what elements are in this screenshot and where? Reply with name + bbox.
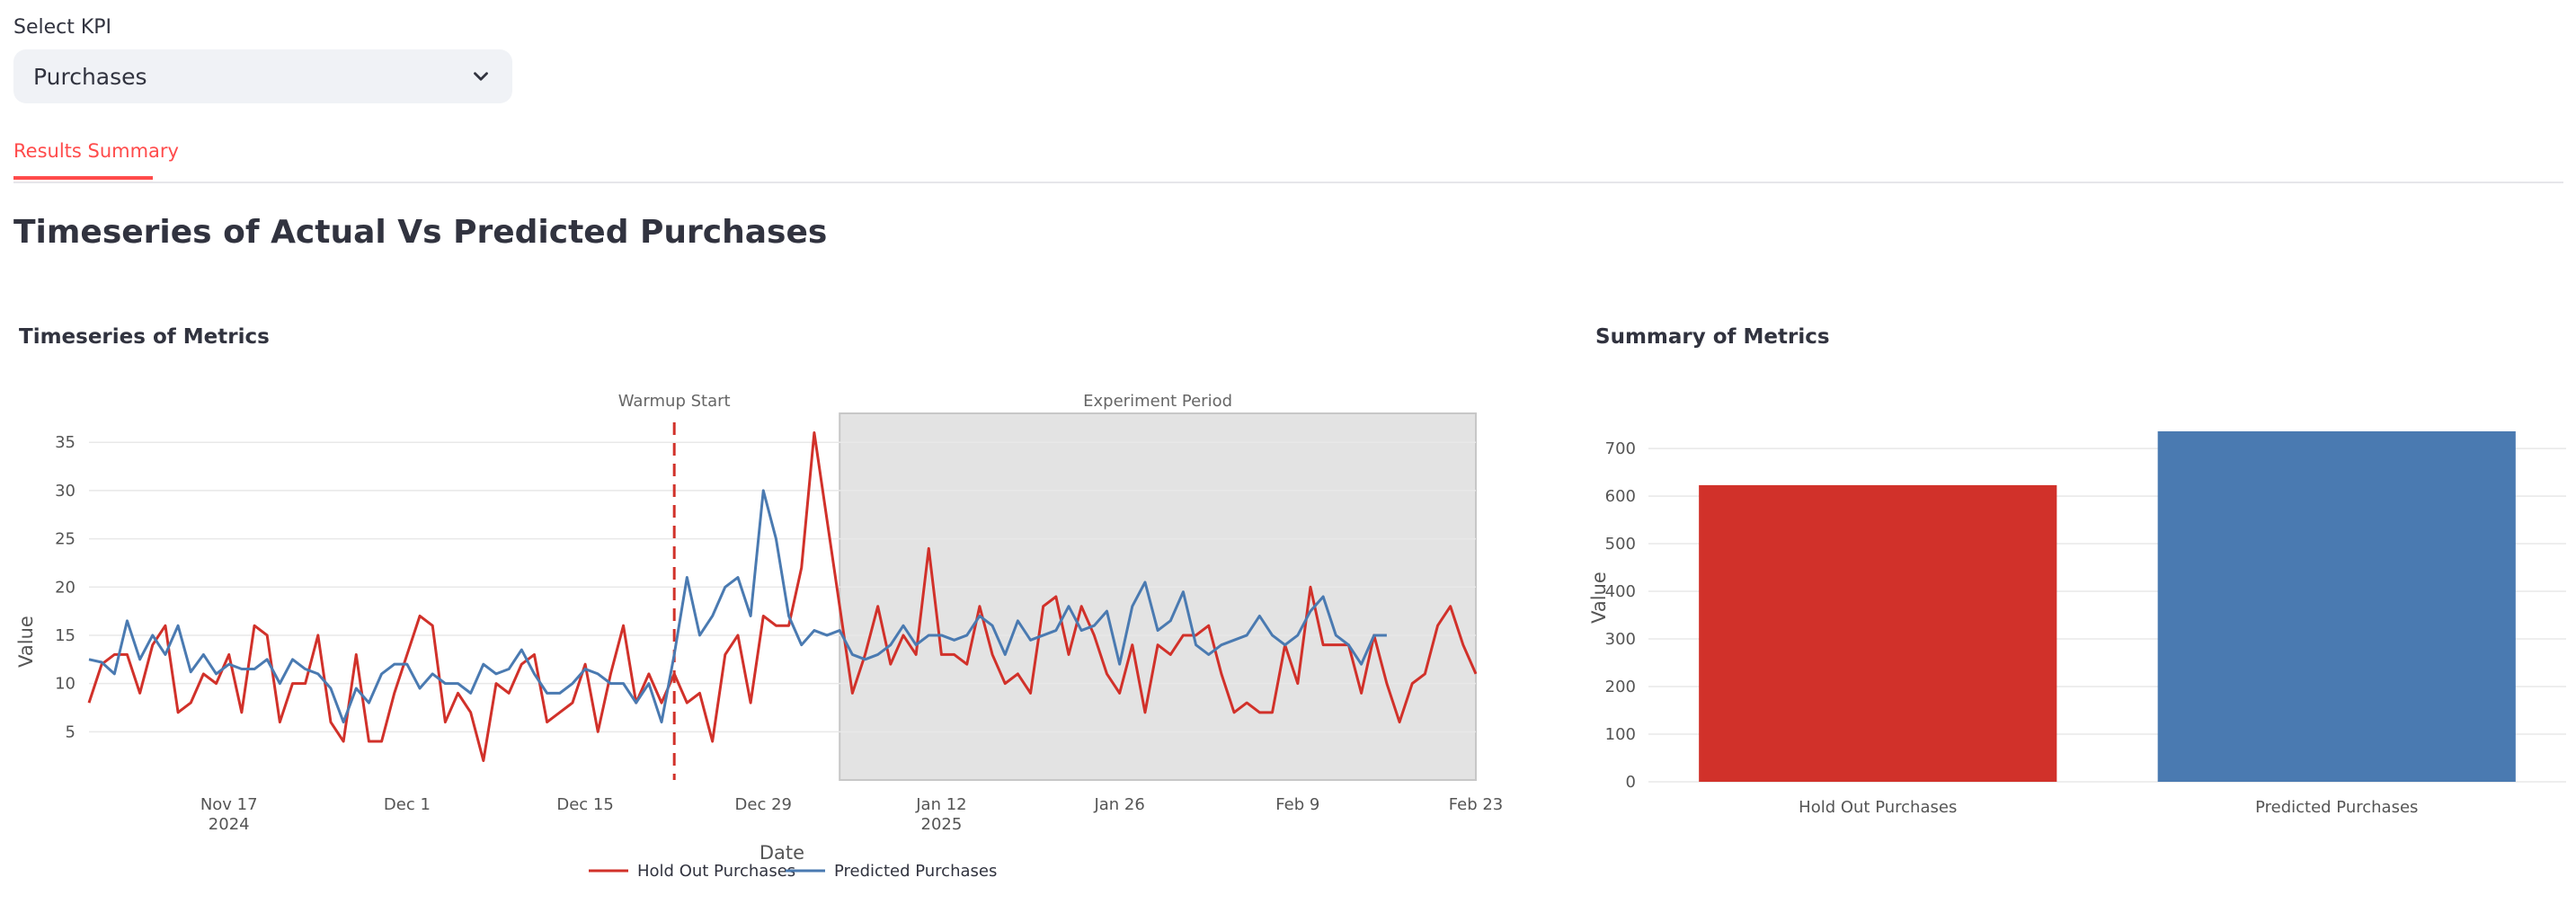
y-tick-label: 600 — [1605, 487, 1636, 506]
bar-predicted — [2157, 431, 2516, 782]
x-tick-label: Dec 29 — [735, 795, 792, 814]
tab-active-underline — [13, 176, 153, 180]
y-axis-label: Value — [15, 616, 37, 668]
legend-label: Hold Out Purchases — [637, 862, 795, 881]
x-tick-label: Dec 1 — [384, 795, 431, 814]
warmup-start-label: Warmup Start — [618, 392, 731, 411]
tab-results-summary[interactable]: Results Summary — [13, 140, 179, 162]
kpi-select[interactable]: Purchases — [13, 49, 512, 103]
y-tick-label: 30 — [55, 482, 76, 501]
x-tick-sublabel: 2025 — [921, 815, 963, 834]
kpi-select-value: Purchases — [33, 63, 147, 90]
x-tick-label: Predicted Purchases — [2255, 798, 2418, 817]
summary-chart-title: Summary of Metrics — [1595, 325, 1830, 349]
y-axis-label: Value — [1588, 572, 1610, 624]
bar-hold-out — [1699, 484, 2057, 782]
tab-bar: Results Summary — [13, 126, 2563, 183]
x-tick-label: Hold Out Purchases — [1799, 798, 1957, 817]
legend-label: Predicted Purchases — [834, 862, 997, 881]
y-tick-label: 300 — [1605, 630, 1636, 649]
timeseries-chart-title: Timeseries of Metrics — [19, 325, 270, 349]
x-axis-label: Date — [759, 842, 804, 864]
y-tick-label: 400 — [1605, 582, 1636, 601]
x-tick-sublabel: 2024 — [209, 815, 250, 834]
y-tick-label: 35 — [55, 433, 76, 452]
y-tick-label: 0 — [1626, 773, 1636, 792]
y-tick-label: 15 — [55, 626, 76, 645]
x-tick-label: Nov 17 — [200, 795, 258, 814]
experiment-period-label: Experiment Period — [1083, 392, 1232, 411]
x-tick-label: Dec 15 — [556, 795, 613, 814]
x-tick-label: Feb 9 — [1275, 795, 1319, 814]
x-tick-label: Jan 12 — [915, 795, 966, 814]
kpi-label: Select KPI — [13, 16, 112, 39]
y-tick-label: 700 — [1605, 439, 1636, 458]
y-tick-label: 20 — [55, 578, 76, 597]
summary-bar-chart: 0 100 200 300 400 500 600 700 Value Hold Out Purc… — [1588, 431, 2566, 817]
experiment-period-band — [839, 412, 1477, 781]
y-tick-label: 5 — [66, 722, 76, 741]
chevron-down-icon — [474, 72, 488, 81]
y-tick-label: 200 — [1605, 678, 1636, 696]
y-tick-label: 10 — [55, 675, 76, 694]
x-tick-label: Jan 26 — [1093, 795, 1144, 814]
y-tick-label: 25 — [55, 530, 76, 549]
y-tick-label: 500 — [1605, 535, 1636, 554]
y-tick-label: 100 — [1605, 725, 1636, 744]
series-line-hold-out — [87, 430, 1478, 763]
page-title: Timeseries of Actual Vs Predicted Purcha… — [13, 214, 828, 251]
x-tick-label: Feb 23 — [1449, 795, 1504, 814]
series-line-predicted — [88, 489, 1387, 724]
